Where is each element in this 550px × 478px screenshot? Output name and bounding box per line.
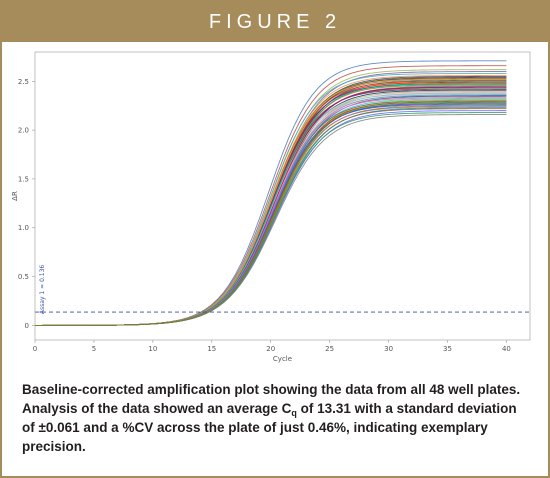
x-tick-label: 15: [207, 345, 216, 353]
amplification-curve: [35, 101, 507, 326]
y-tick-label: 2.5: [18, 78, 29, 86]
amplification-curve: [35, 93, 507, 326]
figure-banner: FIGURE 2: [2, 2, 548, 42]
amplification-curve: [35, 78, 507, 326]
y-tick-label: 0.5: [18, 273, 29, 281]
y-tick-label: 2.0: [18, 127, 29, 135]
figure-title: FIGURE 2: [208, 10, 342, 33]
amplification-plot: 0 5 10 15 20 25 30 35 40 0 0.5 1.0 1.5 2.0 2.5 Cycle ΔR …: [10, 42, 540, 368]
caption-text-part1: Baseline-corrected amplification plot sh…: [22, 382, 521, 416]
plot-area-frame: [34, 51, 531, 341]
amplification-plot-svg: 0 5 10 15 20 25 30 35 4000.51.01.52.02.5CycleΔR …: [11, 51, 531, 363]
threshold-label: Assay 1 = 0.136: [39, 265, 46, 315]
x-tick-label: 0: [33, 345, 37, 353]
y-tick-label: 0: [25, 322, 29, 330]
figure-caption: Baseline-corrected amplification plot sh…: [22, 380, 532, 456]
caption-text-part2: of 13.31 with a standard deviation of ±0…: [22, 401, 517, 454]
y-axis-label: ΔR: [11, 191, 19, 201]
x-tick-label: 10: [148, 345, 157, 353]
x-axis-label: Cycle: [273, 355, 292, 363]
y-tick-label: 1.5: [18, 175, 29, 183]
x-tick-label: 20: [266, 345, 275, 353]
x-tick-label: 30: [384, 345, 393, 353]
x-tick-label: 35: [443, 345, 452, 353]
amplification-curve: [35, 83, 507, 326]
y-tick-label: 1.0: [18, 224, 29, 232]
x-tick-label: 5: [92, 345, 96, 353]
x-tick-label: 40: [502, 345, 511, 353]
amplification-curves: [34, 60, 507, 326]
caption-subscript-q: q: [291, 408, 297, 418]
x-tick-label: 25: [325, 345, 334, 353]
